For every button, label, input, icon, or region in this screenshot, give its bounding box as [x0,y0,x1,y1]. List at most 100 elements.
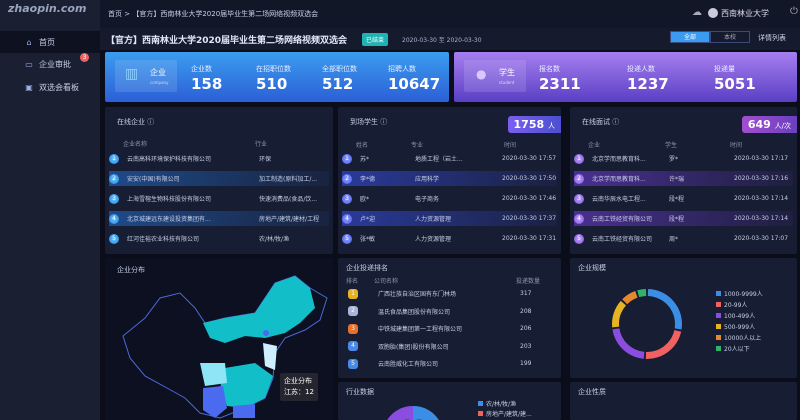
table-row[interactable]: 2 北京学而思教育科... 许*瑞 2020-03-30 17:16 [574,171,793,186]
table-row[interactable]: 3 欧* 电子商务 2020-03-30 17:46 [342,191,557,206]
details-list-link[interactable]: 详情列表 [758,34,786,42]
application-count: 199 [520,360,532,367]
legend-item[interactable]: 20人以下 [716,343,763,354]
card-sublabel: company [150,80,169,85]
company-name: 云南华辰水电工程... [592,196,646,203]
legend-item[interactable]: 500-999人 [716,321,763,332]
stat-registrations: 报名数 2311 [539,65,581,93]
company-name: 北京学而思教育科... [592,156,646,163]
legend-item[interactable]: 20-99人 [716,299,763,310]
legend-item[interactable]: 100-499人 [716,310,763,321]
ranking-row[interactable]: 1 广西壮族自治区国有东门林场 317 [342,286,557,301]
region-sichuan [200,363,227,386]
medal-icon: 1 [348,288,358,299]
info-icon[interactable]: ⓘ [380,118,388,126]
column-header: 投递数量 [516,278,541,285]
donut-slice-3[interactable] [612,300,627,328]
table-row[interactable]: 4 卢*迎 人力资源管理 2020-03-30 17:37 [342,211,557,226]
legend-label: 100-499人 [724,313,756,320]
company-nature-panel: 企业性质 [570,382,797,420]
table-row[interactable]: 4 云南工铁经贸有限公司 段*程 2020-03-30 17:14 [574,211,793,226]
table-row[interactable]: 5 云南工铁经贸有限公司 周* 2020-03-30 17:07 [574,231,793,246]
sidebar-item-approval[interactable]: ▭ 企业审批 3 [0,53,100,75]
column-header: 时间 [504,142,517,149]
table-row[interactable]: 4 北京城建远东建设投资集团有... 房地产/建筑/建材/工程 [109,211,329,226]
column-header: 企业名称 [123,141,148,148]
company-name: 中铁城建集团第一工程有限公司 [378,326,463,333]
company-name: 广西壮族自治区国有东门林场 [378,291,457,298]
event-header: 【官方】西南林业大学2020届毕业生第二场网络视频双选会 已结束 2020-03… [100,28,800,50]
user-avatar-icon [708,8,718,18]
table-row[interactable]: 3 云南华辰水电工程... 段*程 2020-03-30 17:14 [574,191,793,206]
column-header: 姓名 [356,142,369,149]
cloud-download-icon[interactable]: ☁ [692,7,702,18]
logo: zhaopin.com [8,2,87,15]
scale-legend: 1000-9999人 20-99人 100-499人 500-999人 10000人以上… [716,288,763,354]
legend-swatch [716,335,721,340]
toggle-school[interactable]: 本校 [710,31,750,43]
stat-hires: 招聘人数 10647 [388,65,441,93]
company-scale-panel: 企业规模 1000-9999人 20-99人 100-499人 500-999人 100… [570,258,797,378]
legend-item[interactable]: 农/林/牧/渔 [478,398,532,408]
info-icon[interactable]: ⓘ [612,118,620,126]
legend-label: 500-999人 [724,324,756,331]
panel-title: 行业数据 [346,388,374,396]
column-header: 专业 [411,142,424,149]
donut-slice-1[interactable] [645,330,682,359]
building-icon: ▥ [125,66,139,82]
table-row[interactable]: 1 北京学而思教育科... 罗* 2020-03-30 17:17 [574,151,793,166]
company-name: 安安(中国)有限公司 [127,176,180,183]
student-name: 李*德 [360,176,376,183]
nav-label: 双选会看板 [39,82,79,92]
breadcrumb-home[interactable]: 首页 [108,10,122,18]
donut-slice-5[interactable] [637,289,647,298]
toggle-all[interactable]: 全部 [670,31,710,43]
donut-slice-0[interactable] [647,289,682,330]
sidebar-item-dashboard[interactable]: ▣ 双选会看板 [0,76,100,98]
table-row[interactable]: 1 苏* 地质工程（岩土... 2020-03-30 17:57 [342,151,557,166]
legend-item[interactable]: 房地产/建筑/建... [478,408,532,418]
nav-label: 企业审批 [39,59,71,69]
panel-title: 企业性质 [578,388,606,396]
sidebar-item-home[interactable]: ⌂ 首页 [0,31,100,53]
rank-number: 3 [342,193,352,204]
time: 2020-03-30 17:17 [734,155,789,162]
donut-slice-2[interactable] [612,328,645,359]
ranking-row[interactable]: 2 温氏食品集团股份有限公司 208 [342,304,557,319]
ranking-row[interactable]: 3 中铁城建集团第一工程有限公司 206 [342,321,557,336]
info-icon[interactable]: ⓘ [147,118,155,126]
china-map[interactable] [105,258,333,420]
legend-item[interactable]: 1000-9999人 [716,288,763,299]
rank-number: 1 [574,153,584,164]
power-icon[interactable]: ⏻ [790,6,798,17]
table-row[interactable]: 3 上海雪榕生物科技股份有限公司 快速消费品(食品/饮... [109,191,329,206]
ranking-row[interactable]: 5 云南胜威化工有限公司 199 [342,356,557,371]
major: 人力资源管理 [415,236,452,243]
legend-label: 10000人以上 [724,335,762,342]
student-name: 段*程 [669,216,685,223]
rank-number: 4 [574,213,584,224]
legend-swatch [716,302,721,307]
table-row[interactable]: 1 云南高科环境保护科技有限公司 环保 [109,151,329,166]
table-row[interactable]: 5 张*敏 人力资源管理 2020-03-30 17:31 [342,231,557,246]
user-name[interactable]: 西南林业大学 [721,9,769,18]
table-row[interactable]: 5 红河佳裕农业科技有限公司 农/林/牧/渔 [109,231,329,246]
student-name: 周* [669,236,679,243]
table-row[interactable]: 2 李*德 应用科学 2020-03-30 17:50 [342,171,557,186]
region-yunnan [203,386,227,418]
event-dates: 2020-03-30 至 2020-03-30 [402,37,482,44]
stat-applications: 投递量 5051 [714,65,756,93]
approval-icon: ▭ [25,59,33,69]
rank-number: 5 [109,233,119,244]
arrived-students-panel: 到场学生 ⓘ 1758 人 姓名 专业 时间 1 苏* 地质工程（岩土... 2020… [338,107,561,254]
legend-item[interactable]: 10000人以上 [716,332,763,343]
ranking-row[interactable]: 4 双胞胎(集团)股份有限公司 203 [342,339,557,354]
rank-number: 2 [574,173,584,184]
industry-pie-slice-1 [387,406,413,420]
donut-slice-4[interactable] [622,291,638,305]
industry-pie[interactable] [378,406,448,420]
event-title: 【官方】西南林业大学2020届毕业生第二场网络视频双选会 [106,36,348,46]
interviews-panel: 在线面试 ⓘ 649 人/次 企业 学生 时间 1 北京学而思教育科... 罗* 20… [570,107,797,254]
table-row[interactable]: 2 安安(中国)有限公司 加工制造(原料加工/... [109,171,329,186]
column-header: 公司名称 [374,278,399,285]
